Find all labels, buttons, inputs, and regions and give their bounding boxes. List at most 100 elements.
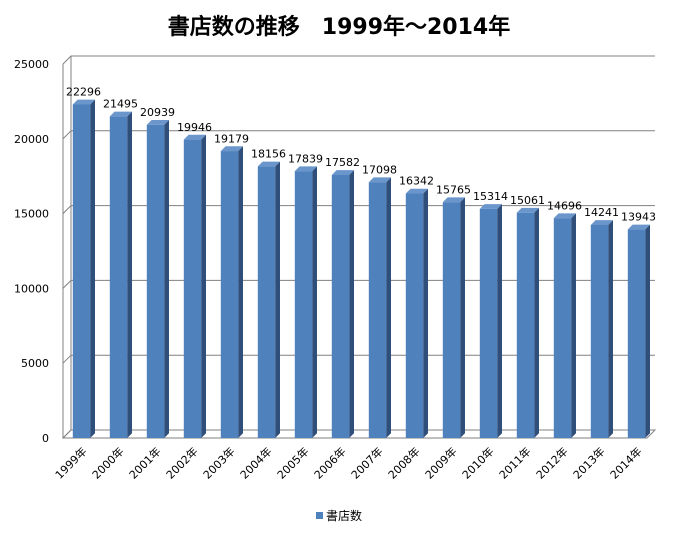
plot-walls xyxy=(62,56,72,438)
bar xyxy=(553,213,576,438)
bar-side xyxy=(608,220,613,438)
bar-top xyxy=(479,204,502,209)
bar-front xyxy=(331,174,350,439)
x-tick-label: 2012年 xyxy=(533,444,570,481)
bar-top xyxy=(220,146,243,152)
bar xyxy=(479,204,502,438)
bar-front xyxy=(294,171,313,439)
data-label: 22296 xyxy=(66,86,101,99)
x-tick-label: 2000年 xyxy=(89,444,126,481)
y-tick-label: 5000 xyxy=(21,357,49,370)
bar-side xyxy=(645,224,650,438)
bar xyxy=(294,166,317,439)
x-tick-label: 2011年 xyxy=(496,444,533,481)
bar-side xyxy=(90,99,95,438)
data-label: 17098 xyxy=(362,163,397,176)
bar-side xyxy=(238,146,243,438)
legend-swatch xyxy=(316,512,323,519)
y-tick-label: 10000 xyxy=(14,282,49,295)
bar-side xyxy=(201,134,206,438)
bar-top xyxy=(183,134,206,140)
data-label: 19179 xyxy=(214,132,249,145)
data-label: 15314 xyxy=(473,190,508,203)
y-axis: 0 5000 10000 15000 20000 25000 xyxy=(14,58,49,445)
bar-side xyxy=(497,204,502,438)
x-tick-label: 2002年 xyxy=(163,444,200,481)
bar xyxy=(72,99,95,438)
x-axis: 1999年 2000年 2001年 2002年 2003年 2004年 2005年 2006年… xyxy=(52,444,644,481)
bar-front xyxy=(553,218,572,438)
data-label: 16342 xyxy=(399,175,434,188)
bar xyxy=(516,207,539,438)
x-tick-label: 2004年 xyxy=(237,444,274,481)
data-label: 14241 xyxy=(584,206,619,219)
bar-front xyxy=(109,116,128,438)
y-tick-label: 0 xyxy=(42,432,49,445)
x-tick-label: 2009年 xyxy=(422,444,459,481)
y-tick-label: 25000 xyxy=(14,58,49,71)
x-tick-label: 2010年 xyxy=(459,444,496,481)
bar-side xyxy=(534,207,539,438)
bars xyxy=(72,99,650,439)
bar-front xyxy=(405,193,424,438)
bar-front xyxy=(220,151,239,438)
bar-front xyxy=(146,124,165,438)
bar-top xyxy=(368,177,391,183)
data-label: 17582 xyxy=(325,156,360,169)
bar-side xyxy=(275,161,280,438)
bar-front xyxy=(72,104,91,438)
y-tick-label: 20000 xyxy=(14,133,49,146)
x-tick-label: 2014年 xyxy=(607,444,644,481)
bar-top xyxy=(331,170,354,175)
x-tick-label: 2008年 xyxy=(385,444,422,481)
bar-front xyxy=(516,212,535,438)
bar-top xyxy=(590,220,613,225)
bar-side xyxy=(460,197,465,438)
bar-side xyxy=(312,166,317,439)
bar-side xyxy=(423,188,428,438)
bar-side xyxy=(127,111,132,439)
x-tick-label: 2007年 xyxy=(348,444,385,481)
x-tick-label: 2013年 xyxy=(570,444,607,481)
x-tick-label: 2001年 xyxy=(126,444,163,481)
bar-top xyxy=(294,166,317,172)
data-label: 19946 xyxy=(177,121,212,134)
data-label: 14696 xyxy=(547,199,582,212)
data-label: 20939 xyxy=(140,106,175,119)
data-label: 15765 xyxy=(436,183,471,196)
gridline xyxy=(62,130,655,140)
bar xyxy=(109,111,132,439)
bar-top xyxy=(257,161,280,167)
data-label: 21495 xyxy=(103,98,138,111)
chart-title: 書店数の推移 1999年〜2014年 xyxy=(168,14,510,40)
x-tick-label: 1999年 xyxy=(52,444,89,481)
bar-side xyxy=(386,177,391,438)
bar-front xyxy=(627,229,646,438)
bar xyxy=(627,224,650,438)
data-label: 15061 xyxy=(510,194,545,207)
bar xyxy=(368,177,391,438)
bar xyxy=(257,161,280,439)
gridline xyxy=(62,55,655,65)
bar-top xyxy=(516,207,539,213)
bar-top xyxy=(146,119,169,125)
bar xyxy=(442,197,465,438)
bar-front xyxy=(257,166,276,439)
data-label: 17839 xyxy=(288,152,323,165)
bar-side xyxy=(349,170,354,438)
bar-top xyxy=(553,213,576,219)
bar-front xyxy=(183,139,202,438)
bar-top xyxy=(72,99,95,105)
bar-side xyxy=(164,119,169,438)
bar-front xyxy=(479,208,498,438)
bar-front xyxy=(590,224,609,438)
x-tick-label: 2003年 xyxy=(200,444,237,481)
data-label: 13943 xyxy=(621,211,656,224)
bar xyxy=(590,220,613,438)
data-label: 18156 xyxy=(251,148,286,161)
bar-front xyxy=(368,182,387,438)
bar-front xyxy=(442,202,461,438)
bar xyxy=(331,170,354,439)
bar xyxy=(183,134,206,438)
